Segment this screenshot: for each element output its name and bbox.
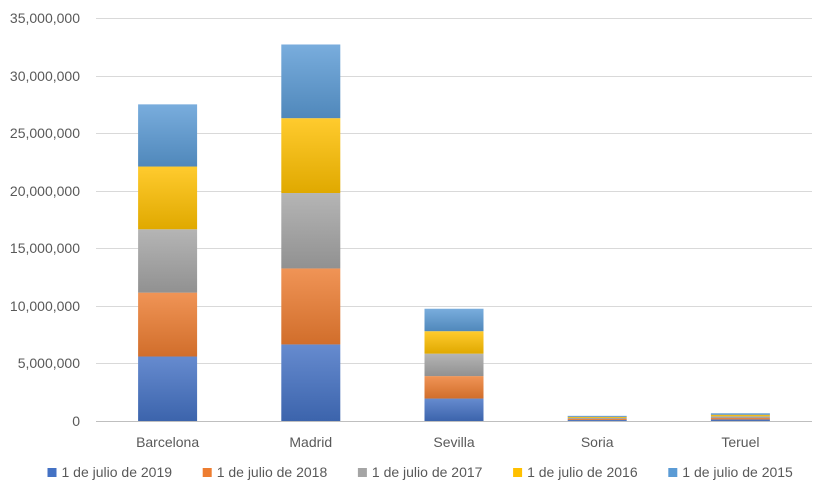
bar-segment-teruel-series-2 [710, 417, 770, 420]
bar-segment-soria-series-1 [567, 419, 627, 421]
bar-segment-madrid-series-3 [281, 193, 341, 269]
legend: 1 de julio de 2019 1 de julio de 2018 1 de… [47, 464, 793, 480]
legend-swatch-series-4 [513, 468, 523, 477]
bar-segment-sevilla-series-3 [424, 353, 484, 377]
bar-segment-barcelona-series-5 [138, 104, 198, 167]
bar-segment-sevilla-series-1 [424, 398, 484, 421]
bar-segment-soria-series-5 [567, 415, 627, 417]
legend-swatch-series-3 [357, 468, 367, 477]
x-tick-label-sevilla: Sevilla [433, 434, 474, 450]
y-tick-label: 10,000,000 [10, 298, 80, 314]
bar-segment-madrid-series-2 [281, 268, 341, 345]
x-axis-category-labels: Barcelona Madrid Sevilla Soria Teruel [136, 434, 759, 450]
bar-segment-teruel-series-4 [710, 414, 770, 417]
bars [138, 44, 770, 421]
y-tick-label: 0 [72, 413, 80, 429]
legend-label-series-5: 1 de julio de 2015 [682, 464, 793, 480]
y-tick-label: 15,000,000 [10, 240, 80, 256]
y-tick-label: 20,000,000 [10, 183, 80, 199]
y-axis-tick-labels: 0 5,000,000 10,000,000 15,000,000 20,000,000… [10, 10, 80, 429]
bar-segment-sevilla-series-2 [424, 376, 484, 399]
bar-segment-teruel-series-3 [710, 416, 770, 418]
bar-segment-soria-series-2 [567, 418, 627, 420]
y-tick-label: 25,000,000 [10, 125, 80, 141]
bar-segment-madrid-series-5 [281, 44, 341, 119]
y-tick-label: 5,000,000 [18, 355, 80, 371]
legend-swatch-series-2 [202, 468, 212, 477]
y-tick-label: 30,000,000 [10, 68, 80, 84]
bar-segment-teruel-series-5 [710, 413, 770, 415]
y-tick-label: 35,000,000 [10, 10, 80, 26]
bar-segment-barcelona-series-2 [138, 292, 198, 357]
x-tick-label-madrid: Madrid [289, 434, 332, 450]
bar-segment-barcelona-series-3 [138, 229, 198, 293]
bar-segment-soria-series-3 [567, 417, 627, 419]
legend-label-series-1: 1 de julio de 2019 [62, 464, 173, 480]
bar-segment-madrid-series-4 [281, 118, 341, 194]
x-tick-label-soria: Soria [581, 434, 614, 450]
legend-swatch-series-1 [47, 468, 57, 477]
gridlines [96, 18, 812, 422]
legend-swatch-series-5 [668, 468, 678, 477]
bar-segment-barcelona-series-4 [138, 166, 198, 230]
bar-segment-sevilla-series-4 [424, 331, 484, 354]
bar-segment-madrid-series-1 [281, 344, 341, 421]
x-tick-label-teruel: Teruel [721, 434, 759, 450]
legend-label-series-3: 1 de julio de 2017 [372, 464, 483, 480]
bar-segment-barcelona-series-1 [138, 356, 198, 421]
bar-segment-sevilla-series-5 [424, 308, 484, 332]
legend-label-series-4: 1 de julio de 2016 [527, 464, 638, 480]
bar-segment-teruel-series-1 [710, 419, 770, 421]
legend-label-series-2: 1 de julio de 2018 [217, 464, 328, 480]
bar-segment-soria-series-4 [567, 416, 627, 418]
x-tick-label-barcelona: Barcelona [136, 434, 199, 450]
